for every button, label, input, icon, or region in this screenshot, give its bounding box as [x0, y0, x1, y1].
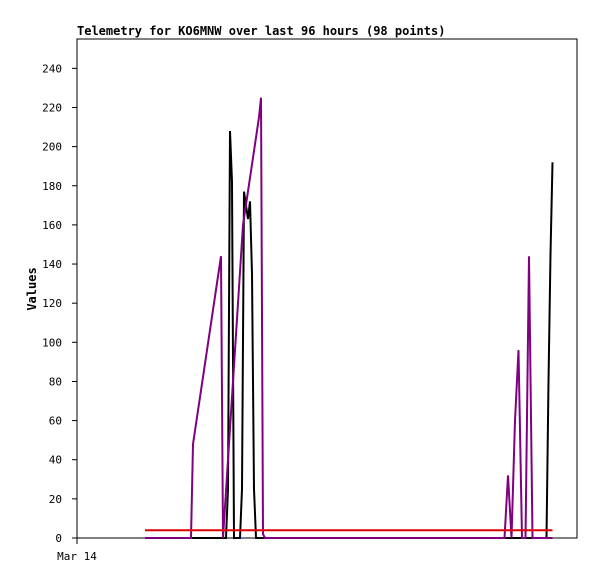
y-tick-label: 120 — [42, 297, 62, 310]
y-axis-label: Values — [25, 267, 39, 310]
y-tick-label: 0 — [55, 532, 62, 545]
series-line-2 — [145, 97, 553, 539]
series-layer — [145, 97, 554, 539]
y-tick-label: 200 — [42, 141, 62, 154]
plot-area — [76, 38, 578, 539]
x-tick-label: Mar 14 — [57, 550, 97, 563]
y-tick-label: 60 — [49, 415, 62, 428]
y-tick-label: 40 — [49, 454, 62, 467]
series-line-1 — [145, 130, 554, 539]
y-tick-label: 160 — [42, 219, 62, 232]
y-tick-label: 20 — [49, 493, 62, 506]
chart-title: Telemetry for KO6MNW over last 96 hours … — [77, 24, 445, 38]
y-axis: 0 20 40 60 80 100 120 140 160 180 200 220 240 — [42, 62, 77, 545]
y-tick-label: 140 — [42, 258, 62, 271]
x-axis: Mar 14 — [57, 538, 97, 563]
y-tick-label: 100 — [42, 336, 62, 349]
y-tick-label: 240 — [42, 62, 62, 75]
y-tick-label: 220 — [42, 101, 62, 114]
y-tick-label: 180 — [42, 180, 62, 193]
y-tick-label: 80 — [49, 375, 62, 388]
